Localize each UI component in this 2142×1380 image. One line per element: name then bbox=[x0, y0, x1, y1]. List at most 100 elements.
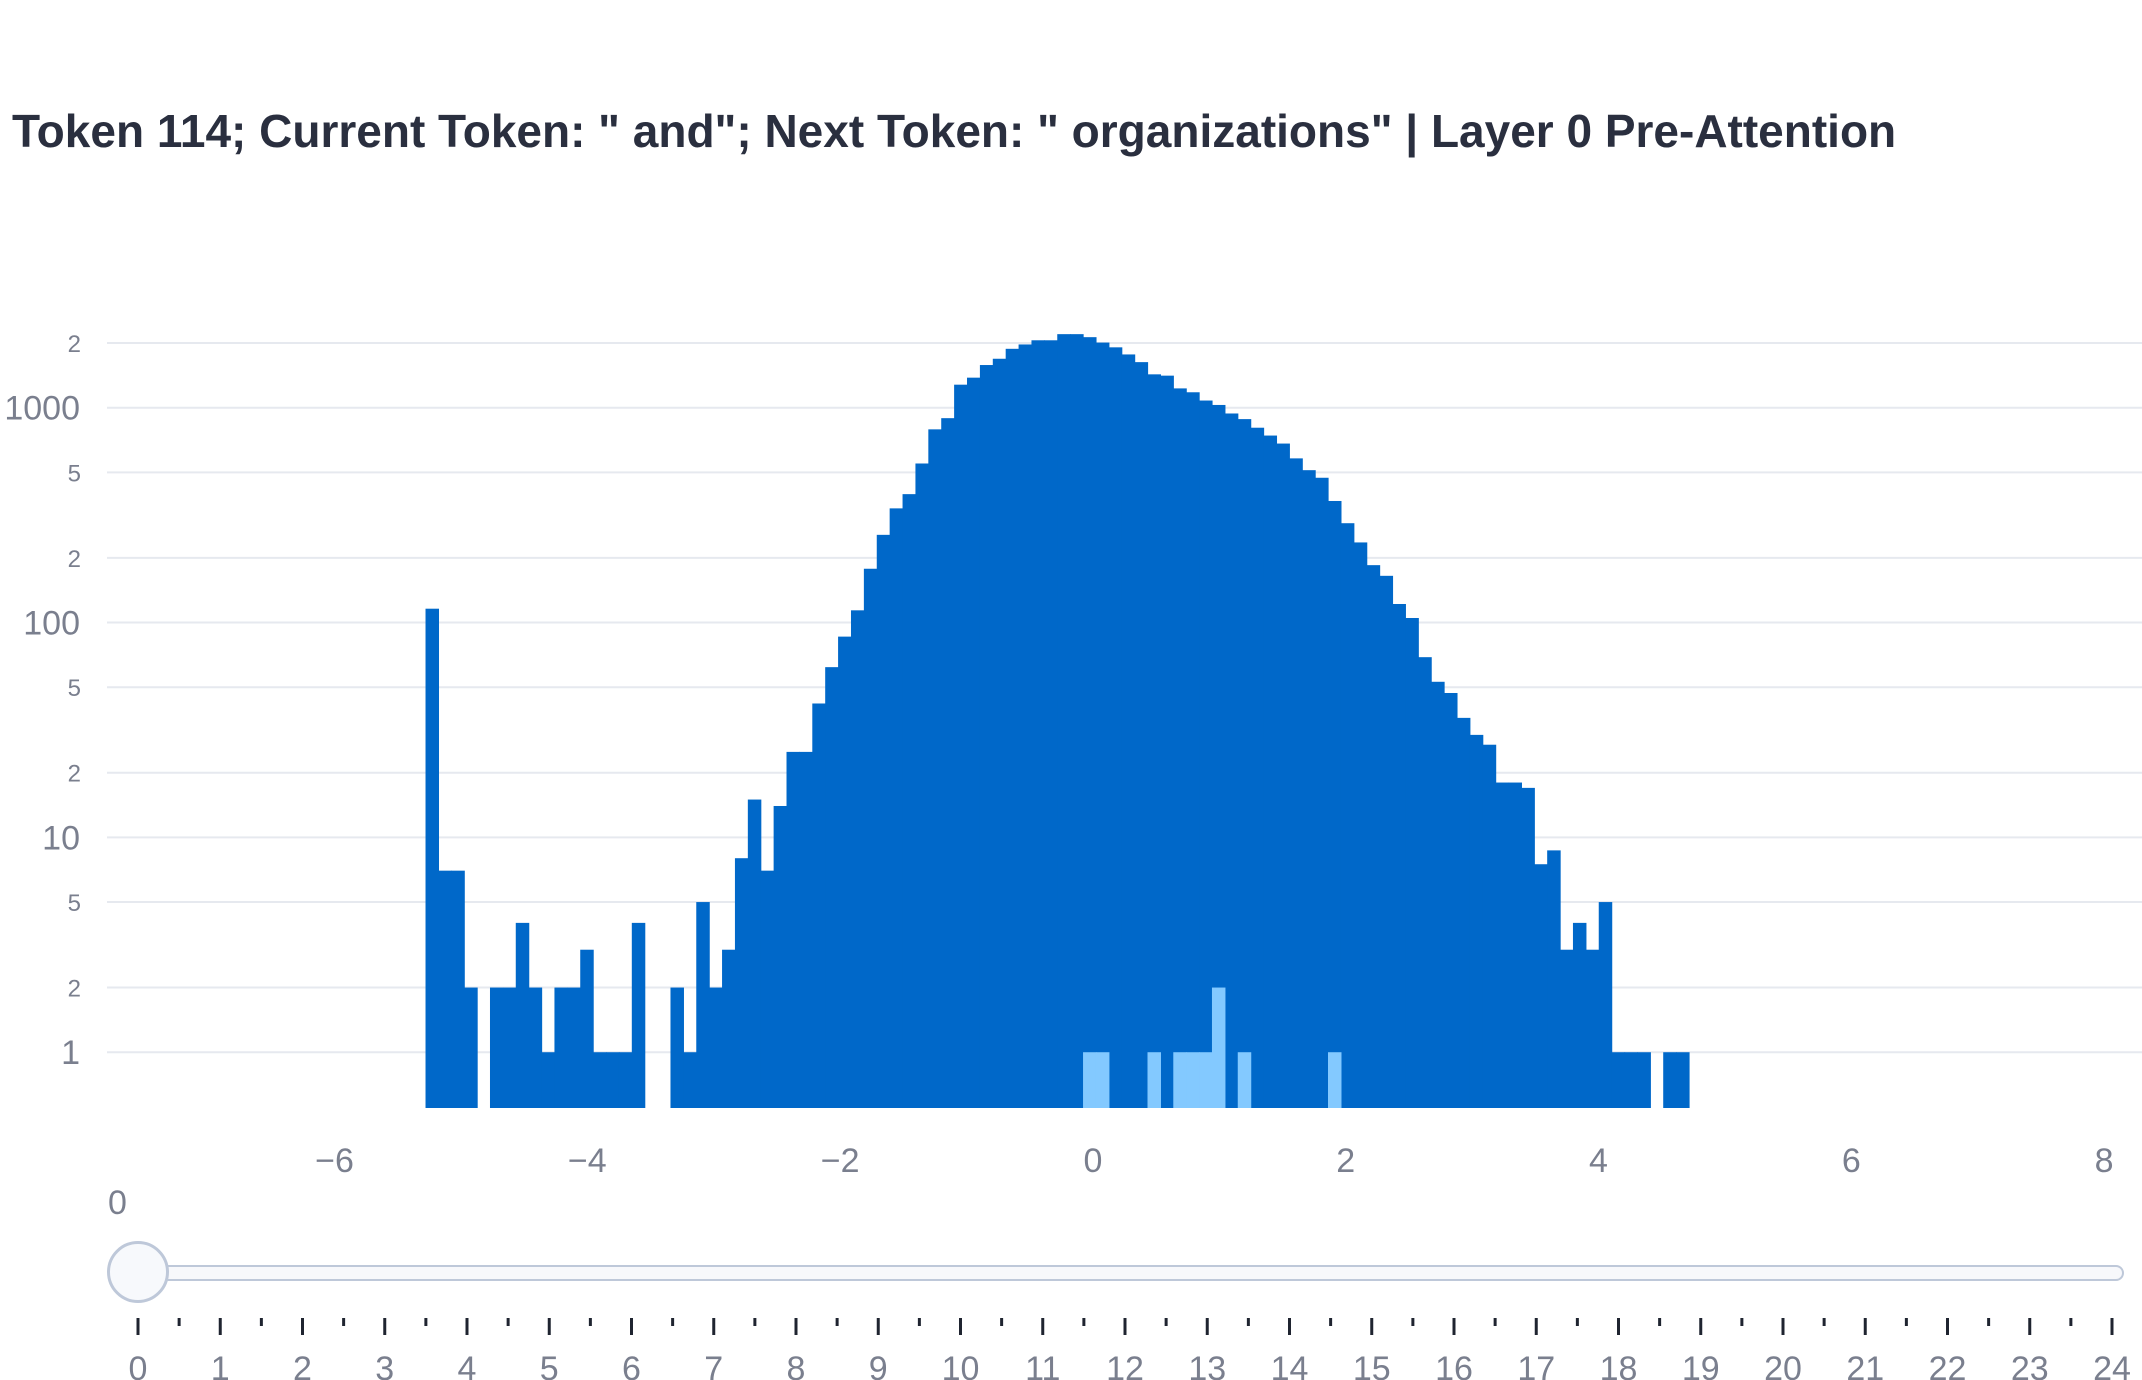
y-tick-label: 2 bbox=[68, 331, 81, 358]
histogram-bar bbox=[850, 610, 865, 1108]
slider-tick-label: 24 bbox=[2093, 1350, 2131, 1380]
x-tick-label: 2 bbox=[1336, 1142, 1355, 1180]
slider-tick-label: 17 bbox=[1517, 1350, 1555, 1380]
slider-tick-label: 1 bbox=[211, 1350, 230, 1380]
x-tick-label: 6 bbox=[1842, 1142, 1861, 1180]
histogram-bar bbox=[876, 534, 891, 1108]
histogram-bar bbox=[451, 870, 465, 1108]
slider-tick-label: 10 bbox=[942, 1350, 980, 1380]
histogram-bar-highlight bbox=[1237, 1052, 1252, 1108]
histogram-bar bbox=[773, 805, 788, 1108]
histogram-bar bbox=[760, 870, 775, 1108]
histogram-bar bbox=[1134, 362, 1149, 1108]
histogram-bar bbox=[1018, 344, 1033, 1109]
histogram-bar bbox=[1469, 734, 1484, 1108]
y-axis: 1 10 100 1000 2 5 2 5 2 5 2 bbox=[4, 331, 81, 1072]
slider-tick-label: 19 bbox=[1682, 1350, 1720, 1380]
histogram-bar bbox=[928, 429, 942, 1109]
slider-tick-label: 4 bbox=[458, 1350, 477, 1380]
histogram-bar bbox=[1379, 575, 1394, 1108]
histogram-bar bbox=[1044, 340, 1058, 1108]
slider-tick-label: 23 bbox=[2011, 1350, 2049, 1380]
slider-tick-label: 0 bbox=[129, 1350, 148, 1380]
histogram-bar bbox=[1598, 902, 1613, 1108]
histogram-bar bbox=[554, 987, 568, 1108]
histogram-bar bbox=[683, 1052, 697, 1108]
histogram-bar bbox=[1456, 717, 1471, 1108]
histogram-bar bbox=[1508, 782, 1522, 1108]
histogram-bar bbox=[1431, 681, 1445, 1108]
histogram-bar bbox=[1534, 864, 1548, 1108]
histogram-bar bbox=[1070, 334, 1084, 1108]
histogram-bar bbox=[1250, 427, 1265, 1108]
slider-tick-label: 8 bbox=[787, 1350, 806, 1380]
histogram-bar bbox=[425, 608, 440, 1108]
slider-ticks: 0 1 2 3 4 5 6 7 8 9 10 11 12 13 14 15 16 17 18 19 20 21 22 23 24 bbox=[129, 1318, 2131, 1380]
layer-slider[interactable]: 0 0 1 2 3 4 5 6 7 8 9 10 11 12 13 14 15 16 17 18 19 20 21 22 23… bbox=[0, 1170, 2142, 1380]
histogram-bar bbox=[464, 987, 478, 1108]
histogram-bar-highlight bbox=[1095, 1052, 1110, 1108]
histogram-bar bbox=[799, 751, 813, 1108]
histogram-bar bbox=[1186, 392, 1200, 1108]
histogram-bar bbox=[1315, 477, 1329, 1108]
y-tick-label: 1 bbox=[61, 1034, 80, 1072]
y-tick-label: 2 bbox=[68, 761, 81, 788]
histogram-bar bbox=[889, 508, 904, 1109]
histogram-bar bbox=[825, 667, 839, 1108]
x-tick-label: 0 bbox=[1083, 1142, 1102, 1180]
histogram-bar bbox=[915, 463, 929, 1108]
histogram-bar bbox=[734, 858, 749, 1108]
x-axis: −6 −4 −2 0 2 4 6 8 bbox=[315, 1142, 2113, 1180]
x-tick-label: −4 bbox=[568, 1142, 607, 1180]
slider-tick-label: 21 bbox=[1846, 1350, 1884, 1380]
histogram-bar bbox=[1173, 388, 1187, 1108]
histogram-bar bbox=[502, 987, 517, 1108]
slider-tick-label: 14 bbox=[1271, 1350, 1309, 1380]
slider-tick-label: 13 bbox=[1188, 1350, 1226, 1380]
histogram-bar bbox=[515, 922, 530, 1108]
histogram-bar bbox=[722, 949, 736, 1108]
y-tick-label: 2 bbox=[68, 546, 81, 573]
histogram-bar bbox=[1237, 419, 1252, 1108]
histogram-bar bbox=[1340, 523, 1355, 1108]
histogram-bar bbox=[992, 358, 1007, 1108]
slider-tick-label: 16 bbox=[1435, 1350, 1473, 1380]
histogram-bar bbox=[1624, 1052, 1639, 1108]
histogram-bar bbox=[941, 418, 955, 1109]
slider-tick-label: 22 bbox=[1929, 1350, 1967, 1380]
histogram-bar bbox=[1418, 657, 1432, 1108]
histogram-bar bbox=[1147, 374, 1161, 1108]
histogram-bar bbox=[1495, 782, 1510, 1108]
x-tick-label: −6 bbox=[315, 1142, 354, 1180]
histogram-bar bbox=[618, 1052, 633, 1108]
histogram-bar-highlight bbox=[1211, 987, 1226, 1108]
slider-tick-label: 3 bbox=[375, 1350, 394, 1380]
histogram-bar bbox=[902, 494, 917, 1108]
histogram-bar bbox=[1676, 1052, 1690, 1108]
slider-tick-label: 15 bbox=[1353, 1350, 1391, 1380]
x-tick-label: −2 bbox=[821, 1142, 860, 1180]
histogram-bar bbox=[1160, 375, 1174, 1108]
histogram-bar bbox=[489, 987, 504, 1108]
histogram-bar bbox=[863, 568, 878, 1108]
histogram-bar bbox=[1031, 340, 1045, 1108]
histogram-bar bbox=[812, 703, 826, 1108]
y-tick-label: 10 bbox=[42, 819, 80, 857]
y-tick-label: 5 bbox=[68, 460, 81, 487]
histogram-bar bbox=[1224, 413, 1239, 1108]
x-tick-label: 4 bbox=[1589, 1142, 1608, 1180]
histogram-bar bbox=[1521, 787, 1535, 1108]
histogram-bar bbox=[1585, 949, 1600, 1108]
chart-title: Token 114; Current Token: " and"; Next T… bbox=[12, 105, 1897, 157]
histogram-bar-highlight bbox=[1083, 1052, 1097, 1108]
histogram-bar bbox=[1302, 470, 1316, 1108]
histogram-bar bbox=[709, 987, 723, 1108]
histogram-bar bbox=[593, 1052, 607, 1108]
histogram-bar bbox=[580, 949, 594, 1108]
histogram-bar bbox=[1611, 1052, 1626, 1108]
slider-handle[interactable] bbox=[107, 1241, 169, 1303]
histogram-bar bbox=[1482, 744, 1497, 1108]
slider-tick-label: 9 bbox=[869, 1350, 888, 1380]
histogram-bar bbox=[1199, 400, 1213, 1108]
slider-tick-label: 18 bbox=[1600, 1350, 1638, 1380]
